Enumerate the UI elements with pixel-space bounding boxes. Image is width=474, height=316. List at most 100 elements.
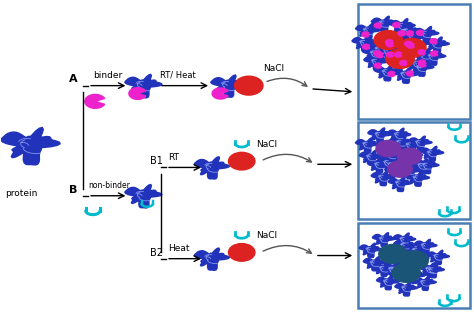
Polygon shape <box>359 150 383 165</box>
Wedge shape <box>418 50 425 55</box>
Polygon shape <box>419 263 441 277</box>
Polygon shape <box>364 257 386 271</box>
Circle shape <box>374 31 402 50</box>
Wedge shape <box>386 52 393 57</box>
Polygon shape <box>382 263 404 277</box>
Wedge shape <box>212 88 228 99</box>
Circle shape <box>388 161 412 177</box>
Circle shape <box>386 50 414 68</box>
Wedge shape <box>129 88 146 100</box>
Polygon shape <box>390 19 415 34</box>
Polygon shape <box>386 252 408 266</box>
Text: B1: B1 <box>150 156 163 166</box>
Text: RT/ Heat: RT/ Heat <box>160 71 196 80</box>
Polygon shape <box>371 171 395 186</box>
Polygon shape <box>406 252 429 266</box>
Text: Heat: Heat <box>168 244 190 253</box>
Wedge shape <box>385 40 392 45</box>
Polygon shape <box>1 127 60 165</box>
Polygon shape <box>395 24 420 40</box>
Polygon shape <box>194 248 229 270</box>
Polygon shape <box>389 136 413 151</box>
Wedge shape <box>406 31 414 36</box>
Polygon shape <box>401 29 426 45</box>
Circle shape <box>397 148 422 165</box>
Text: RT: RT <box>168 153 180 161</box>
Polygon shape <box>397 41 422 58</box>
Polygon shape <box>356 23 381 39</box>
Polygon shape <box>376 276 399 290</box>
Polygon shape <box>383 35 408 51</box>
Wedge shape <box>85 94 105 108</box>
Polygon shape <box>393 233 416 247</box>
Text: A: A <box>69 75 78 84</box>
Polygon shape <box>381 158 404 173</box>
Text: NaCl: NaCl <box>256 231 277 240</box>
Polygon shape <box>414 27 439 42</box>
Polygon shape <box>399 149 422 164</box>
Polygon shape <box>401 257 423 271</box>
Bar <box>357 4 470 119</box>
Wedge shape <box>374 23 382 28</box>
Polygon shape <box>367 42 392 58</box>
Polygon shape <box>364 55 389 70</box>
Text: NaCl: NaCl <box>263 64 284 74</box>
Polygon shape <box>374 65 400 81</box>
Polygon shape <box>125 75 162 98</box>
Wedge shape <box>419 62 426 67</box>
Polygon shape <box>422 264 444 278</box>
Polygon shape <box>377 146 401 161</box>
Polygon shape <box>399 138 422 153</box>
Wedge shape <box>405 41 412 46</box>
Wedge shape <box>417 30 424 35</box>
Circle shape <box>376 140 401 157</box>
Polygon shape <box>194 157 229 179</box>
Polygon shape <box>373 262 395 276</box>
Polygon shape <box>424 37 449 53</box>
Polygon shape <box>406 171 429 186</box>
Polygon shape <box>376 156 400 171</box>
Wedge shape <box>362 32 369 37</box>
Polygon shape <box>393 67 418 83</box>
Polygon shape <box>384 263 407 277</box>
Polygon shape <box>410 159 434 174</box>
Wedge shape <box>430 39 437 44</box>
Polygon shape <box>379 31 404 47</box>
Polygon shape <box>420 146 444 161</box>
Polygon shape <box>359 243 382 258</box>
Wedge shape <box>388 71 395 76</box>
Polygon shape <box>412 48 438 64</box>
Polygon shape <box>211 75 246 97</box>
Polygon shape <box>363 46 388 62</box>
Polygon shape <box>387 128 411 143</box>
Circle shape <box>400 251 428 270</box>
Bar <box>357 122 470 219</box>
Polygon shape <box>405 57 430 72</box>
Wedge shape <box>394 52 402 57</box>
Polygon shape <box>381 49 406 64</box>
Polygon shape <box>381 250 403 264</box>
Circle shape <box>379 245 407 264</box>
Polygon shape <box>367 158 391 173</box>
Polygon shape <box>415 159 439 174</box>
Polygon shape <box>368 128 392 143</box>
Polygon shape <box>388 177 412 191</box>
Circle shape <box>228 152 255 170</box>
Polygon shape <box>371 16 397 32</box>
Wedge shape <box>363 44 370 49</box>
Polygon shape <box>402 38 427 53</box>
Bar <box>357 223 470 308</box>
Wedge shape <box>386 42 393 47</box>
Polygon shape <box>394 239 416 253</box>
Polygon shape <box>405 244 428 258</box>
Wedge shape <box>400 60 407 65</box>
Text: binder: binder <box>93 71 122 80</box>
Polygon shape <box>409 136 432 151</box>
Polygon shape <box>398 164 421 179</box>
Text: B: B <box>69 185 78 195</box>
Polygon shape <box>403 269 426 283</box>
Text: non-binder: non-binder <box>88 181 130 190</box>
Text: NaCl: NaCl <box>256 140 277 149</box>
Wedge shape <box>393 22 400 27</box>
Wedge shape <box>418 60 425 65</box>
